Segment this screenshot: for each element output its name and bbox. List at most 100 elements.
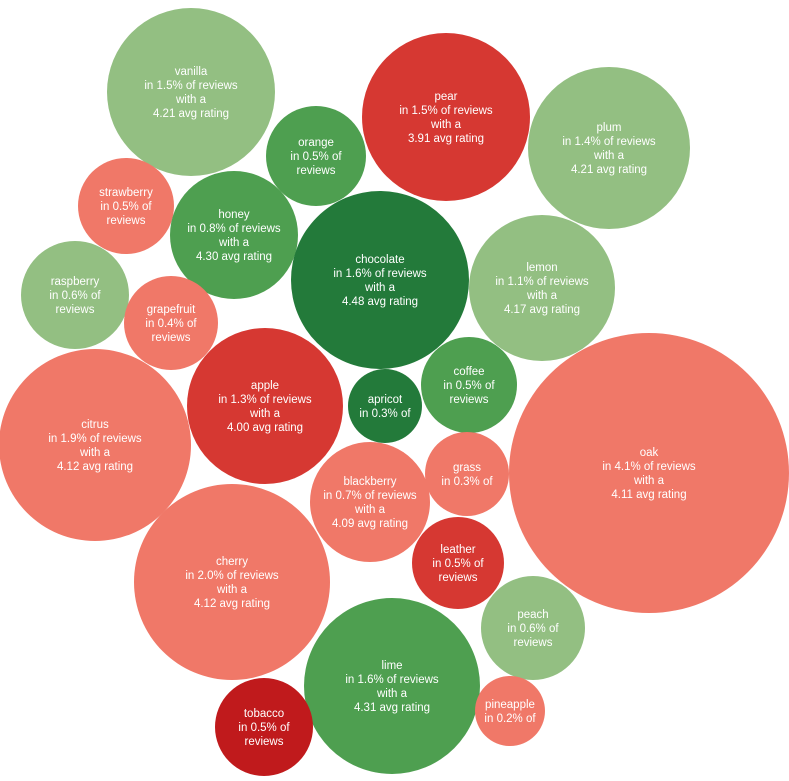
bubble-circle-plum[interactable]	[528, 67, 690, 229]
bubble-circle-coffee[interactable]	[421, 337, 517, 433]
bubble-plum[interactable]: plum in 1.4% of reviews with a 4.21 avg rat…	[528, 67, 690, 229]
bubble-label-chocolate-0: chocolate	[355, 254, 404, 266]
bubble-circle-citrus[interactable]	[0, 349, 191, 541]
bubble-strawberry[interactable]: strawberry in 0.5% of reviews	[78, 158, 174, 254]
bubble-label-grass-1: in 0.3% of	[441, 476, 493, 488]
bubble-tobacco[interactable]: tobacco in 0.5% of reviews	[215, 678, 313, 776]
bubble-label-oak-2: with a	[633, 475, 665, 487]
bubble-circle-leather[interactable]	[412, 517, 504, 609]
bubble-label-vanilla-2: with a	[175, 94, 207, 106]
bubble-label-orange-1: in 0.5% of	[290, 151, 342, 163]
bubble-leather[interactable]: leather in 0.5% of reviews	[412, 517, 504, 609]
bubble-label-honey-0: honey	[218, 209, 250, 221]
bubble-circle-raspberry[interactable]	[21, 241, 129, 349]
bubble-label-peach-2: reviews	[514, 637, 553, 649]
bubble-label-blackberry-1: in 0.7% of reviews	[323, 490, 417, 502]
bubble-circle-grapefruit[interactable]	[124, 276, 218, 370]
bubble-label-apricot-0: apricot	[368, 394, 403, 406]
bubble-label-honey-3: 4.30 avg rating	[196, 251, 272, 263]
bubble-label-citrus-3: 4.12 avg rating	[57, 461, 133, 473]
bubble-coffee[interactable]: coffee in 0.5% of reviews	[421, 337, 517, 433]
bubble-orange[interactable]: orange in 0.5% of reviews	[266, 106, 366, 206]
bubble-label-tobacco-2: reviews	[245, 736, 284, 748]
bubble-blackberry[interactable]: blackberry in 0.7% of reviews with a 4.09 a…	[310, 442, 430, 562]
bubble-label-vanilla-3: 4.21 avg rating	[153, 108, 229, 120]
bubble-circle-apple[interactable]	[187, 328, 343, 484]
bubble-label-honey-2: with a	[218, 237, 250, 249]
bubble-label-chocolate-2: with a	[364, 282, 396, 294]
bubble-label-lemon-0: lemon	[526, 262, 557, 274]
bubble-circle-peach[interactable]	[481, 576, 585, 680]
bubble-circle-lemon[interactable]	[469, 215, 615, 361]
bubble-circle-lime[interactable]	[304, 598, 480, 774]
bubble-label-apple-1: in 1.3% of reviews	[218, 394, 312, 406]
bubble-label-blackberry-3: 4.09 avg rating	[332, 518, 408, 530]
bubble-label-cherry-1: in 2.0% of reviews	[185, 570, 279, 582]
bubble-label-plum-1: in 1.4% of reviews	[562, 136, 656, 148]
bubble-label-coffee-2: reviews	[450, 394, 489, 406]
bubble-circle-pear[interactable]	[362, 33, 530, 201]
bubble-label-pear-2: with a	[430, 119, 462, 131]
bubble-label-plum-2: with a	[593, 150, 625, 162]
bubble-label-coffee-1: in 0.5% of	[443, 380, 495, 392]
bubble-chocolate[interactable]: chocolate in 1.6% of reviews with a 4.48 av…	[291, 191, 469, 369]
bubble-honey[interactable]: honey in 0.8% of reviews with a 4.30 avg ra…	[170, 171, 298, 299]
bubble-label-leather-1: in 0.5% of	[432, 558, 484, 570]
bubble-label-apricot-1: in 0.3% of	[359, 408, 411, 420]
bubble-label-blackberry-2: with a	[354, 504, 386, 516]
bubble-label-pear-0: pear	[434, 91, 457, 103]
bubble-lemon[interactable]: lemon in 1.1% of reviews with a 4.17 avg ra…	[469, 215, 615, 361]
bubble-label-lemon-3: 4.17 avg rating	[504, 304, 580, 316]
bubble-circle-blackberry[interactable]	[310, 442, 430, 562]
bubble-circle-apricot[interactable]	[348, 369, 422, 443]
bubble-label-strawberry-2: reviews	[107, 215, 146, 227]
bubble-circle-chocolate[interactable]	[291, 191, 469, 369]
bubble-circle-grass[interactable]	[425, 432, 509, 516]
bubble-circle-cherry[interactable]	[134, 484, 330, 680]
bubble-label-blackberry-0: blackberry	[343, 476, 396, 488]
bubble-circle-strawberry[interactable]	[78, 158, 174, 254]
bubble-circle-oak[interactable]	[509, 333, 789, 613]
bubble-label-grapefruit-0: grapefruit	[147, 304, 196, 316]
bubble-vanilla[interactable]: vanilla in 1.5% of reviews with a 4.21 avg …	[107, 8, 275, 176]
bubble-label-tobacco-1: in 0.5% of	[238, 722, 290, 734]
bubble-circle-honey[interactable]	[170, 171, 298, 299]
bubble-apple[interactable]: apple in 1.3% of reviews with a 4.00 avg ra…	[187, 328, 343, 484]
bubble-peach[interactable]: peach in 0.6% of reviews	[481, 576, 585, 680]
bubble-label-tobacco-0: tobacco	[244, 708, 284, 720]
bubble-label-raspberry-0: raspberry	[51, 276, 100, 288]
bubble-label-citrus-2: with a	[79, 447, 111, 459]
bubble-grapefruit[interactable]: grapefruit in 0.4% of reviews	[124, 276, 218, 370]
bubble-label-lime-3: 4.31 avg rating	[354, 702, 430, 714]
bubble-pear[interactable]: pear in 1.5% of reviews with a 3.91 avg rat…	[362, 33, 530, 201]
bubble-label-leather-2: reviews	[439, 572, 478, 584]
bubble-pineapple[interactable]: pineapple in 0.2% of	[475, 676, 545, 746]
bubble-label-raspberry-1: in 0.6% of	[49, 290, 101, 302]
bubble-citrus[interactable]: citrus in 1.9% of reviews with a 4.12 avg r…	[0, 349, 191, 541]
bubble-lime[interactable]: lime in 1.6% of reviews with a 4.31 avg rat…	[304, 598, 480, 774]
bubble-label-lime-2: with a	[376, 688, 408, 700]
bubble-label-orange-0: orange	[298, 137, 334, 149]
bubble-label-oak-1: in 4.1% of reviews	[602, 461, 696, 473]
bubble-label-cherry-0: cherry	[216, 556, 248, 568]
bubble-label-raspberry-2: reviews	[56, 304, 95, 316]
bubble-label-grass-0: grass	[453, 462, 481, 474]
bubble-label-chocolate-3: 4.48 avg rating	[342, 296, 418, 308]
bubble-label-pear-3: 3.91 avg rating	[408, 133, 484, 145]
bubble-label-cherry-3: 4.12 avg rating	[194, 598, 270, 610]
bubble-grass[interactable]: grass in 0.3% of	[425, 432, 509, 516]
bubble-apricot[interactable]: apricot in 0.3% of	[348, 369, 422, 443]
bubble-label-plum-3: 4.21 avg rating	[571, 164, 647, 176]
bubble-label-peach-0: peach	[517, 609, 548, 621]
bubble-circle-vanilla[interactable]	[107, 8, 275, 176]
bubble-oak[interactable]: oak in 4.1% of reviews with a 4.11 avg rati…	[509, 333, 789, 613]
bubble-circle-orange[interactable]	[266, 106, 366, 206]
bubble-circle-pineapple[interactable]	[475, 676, 545, 746]
bubble-label-oak-0: oak	[640, 447, 659, 459]
bubble-cherry[interactable]: cherry in 2.0% of reviews with a 4.12 avg r…	[134, 484, 330, 680]
bubble-label-orange-2: reviews	[297, 165, 336, 177]
bubble-label-grapefruit-1: in 0.4% of	[145, 318, 197, 330]
bubble-raspberry[interactable]: raspberry in 0.6% of reviews	[21, 241, 129, 349]
bubble-circle-tobacco[interactable]	[215, 678, 313, 776]
